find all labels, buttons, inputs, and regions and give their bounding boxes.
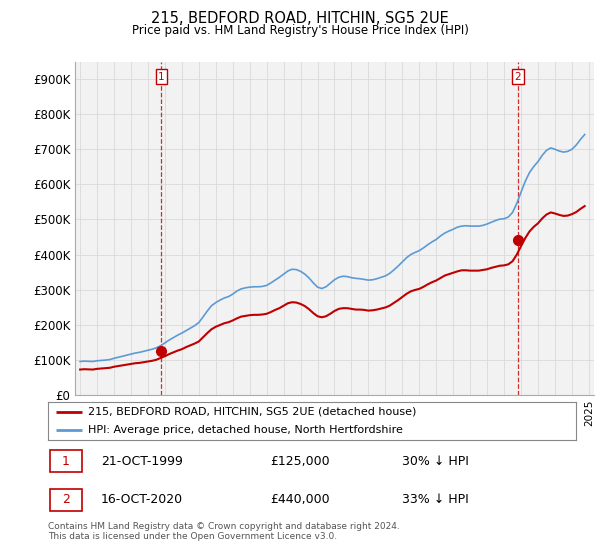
Text: 33% ↓ HPI: 33% ↓ HPI [402,493,469,506]
Text: 215, BEDFORD ROAD, HITCHIN, SG5 2UE: 215, BEDFORD ROAD, HITCHIN, SG5 2UE [151,11,449,26]
Text: £125,000: £125,000 [270,455,329,468]
FancyBboxPatch shape [50,450,82,472]
Text: 1: 1 [158,72,165,82]
FancyBboxPatch shape [50,489,82,511]
Text: HPI: Average price, detached house, North Hertfordshire: HPI: Average price, detached house, Nort… [88,425,403,435]
Text: 30% ↓ HPI: 30% ↓ HPI [402,455,469,468]
Text: 2: 2 [514,72,521,82]
Text: 2: 2 [62,493,70,506]
Text: 21-OCT-1999: 21-OCT-1999 [101,455,182,468]
Text: Price paid vs. HM Land Registry's House Price Index (HPI): Price paid vs. HM Land Registry's House … [131,24,469,36]
Text: 1: 1 [62,455,70,468]
Text: 16-OCT-2020: 16-OCT-2020 [101,493,183,506]
Text: £440,000: £440,000 [270,493,329,506]
Text: 215, BEDFORD ROAD, HITCHIN, SG5 2UE (detached house): 215, BEDFORD ROAD, HITCHIN, SG5 2UE (det… [88,407,416,417]
Text: Contains HM Land Registry data © Crown copyright and database right 2024.
This d: Contains HM Land Registry data © Crown c… [48,522,400,542]
